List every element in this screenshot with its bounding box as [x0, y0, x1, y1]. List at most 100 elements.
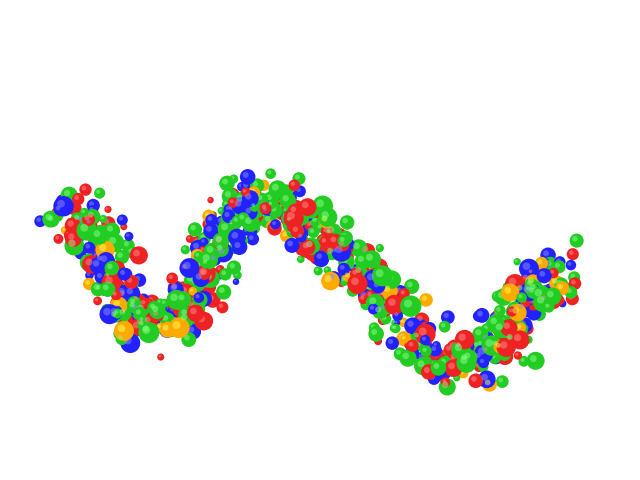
Circle shape — [479, 328, 491, 340]
Circle shape — [261, 205, 271, 216]
Circle shape — [58, 205, 62, 210]
Circle shape — [188, 310, 194, 317]
Circle shape — [514, 334, 521, 341]
Circle shape — [93, 225, 108, 239]
Circle shape — [270, 219, 280, 229]
Circle shape — [88, 233, 102, 247]
Circle shape — [193, 292, 207, 308]
Circle shape — [186, 324, 201, 339]
Circle shape — [120, 309, 125, 314]
Circle shape — [82, 186, 86, 191]
Circle shape — [316, 254, 322, 260]
Circle shape — [289, 211, 298, 220]
Circle shape — [480, 363, 484, 367]
Circle shape — [342, 251, 354, 264]
Circle shape — [310, 250, 324, 265]
Circle shape — [113, 304, 122, 312]
Circle shape — [237, 238, 242, 242]
Circle shape — [422, 336, 426, 341]
Circle shape — [72, 213, 92, 232]
Circle shape — [237, 208, 246, 216]
Circle shape — [468, 373, 483, 388]
Circle shape — [497, 348, 513, 365]
Circle shape — [415, 318, 418, 321]
Circle shape — [72, 193, 84, 205]
Circle shape — [412, 319, 428, 335]
Circle shape — [501, 284, 519, 301]
Circle shape — [404, 341, 413, 349]
Circle shape — [527, 286, 531, 289]
Circle shape — [356, 279, 361, 284]
Circle shape — [422, 324, 426, 327]
Circle shape — [392, 321, 396, 324]
Circle shape — [473, 311, 484, 322]
Circle shape — [201, 279, 216, 294]
Circle shape — [206, 218, 215, 227]
Circle shape — [352, 278, 365, 292]
Circle shape — [86, 259, 93, 265]
Circle shape — [109, 239, 111, 241]
Circle shape — [313, 219, 324, 231]
Circle shape — [243, 192, 253, 201]
Circle shape — [149, 310, 159, 319]
Circle shape — [126, 234, 129, 237]
Circle shape — [327, 248, 333, 253]
Circle shape — [136, 317, 143, 324]
Circle shape — [285, 215, 300, 228]
Circle shape — [234, 217, 238, 222]
Circle shape — [131, 294, 135, 298]
Circle shape — [97, 252, 115, 270]
Circle shape — [142, 326, 150, 334]
Circle shape — [296, 217, 300, 222]
Circle shape — [449, 360, 460, 372]
Circle shape — [351, 277, 359, 285]
Circle shape — [62, 228, 65, 231]
Circle shape — [381, 287, 384, 290]
Circle shape — [376, 291, 387, 302]
Circle shape — [380, 317, 383, 321]
Circle shape — [390, 288, 394, 292]
Circle shape — [268, 204, 283, 218]
Circle shape — [126, 297, 135, 306]
Circle shape — [143, 320, 156, 332]
Circle shape — [113, 307, 118, 313]
Circle shape — [202, 270, 220, 288]
Circle shape — [483, 335, 488, 340]
Circle shape — [253, 226, 256, 229]
Circle shape — [137, 318, 140, 321]
Circle shape — [340, 215, 355, 230]
Circle shape — [188, 301, 194, 307]
Circle shape — [95, 240, 115, 260]
Circle shape — [308, 227, 319, 238]
Circle shape — [371, 324, 375, 328]
Circle shape — [207, 216, 212, 221]
Circle shape — [227, 261, 241, 275]
Circle shape — [133, 250, 140, 256]
Circle shape — [87, 240, 103, 255]
Circle shape — [271, 221, 276, 225]
Circle shape — [339, 245, 351, 257]
Circle shape — [385, 336, 399, 350]
Circle shape — [250, 212, 256, 218]
Circle shape — [233, 192, 251, 210]
Circle shape — [486, 337, 489, 340]
Circle shape — [141, 318, 152, 330]
Circle shape — [524, 285, 534, 295]
Circle shape — [249, 189, 262, 201]
Circle shape — [554, 256, 566, 268]
Circle shape — [324, 223, 342, 241]
Circle shape — [262, 218, 267, 223]
Circle shape — [490, 338, 502, 350]
Circle shape — [372, 265, 393, 287]
Circle shape — [240, 219, 243, 222]
Circle shape — [450, 353, 455, 358]
Circle shape — [284, 208, 304, 228]
Circle shape — [95, 244, 106, 254]
Circle shape — [522, 299, 526, 303]
Circle shape — [332, 247, 340, 256]
Circle shape — [90, 262, 98, 270]
Circle shape — [61, 187, 77, 204]
Circle shape — [69, 225, 84, 241]
Circle shape — [81, 218, 84, 221]
Circle shape — [400, 334, 403, 336]
